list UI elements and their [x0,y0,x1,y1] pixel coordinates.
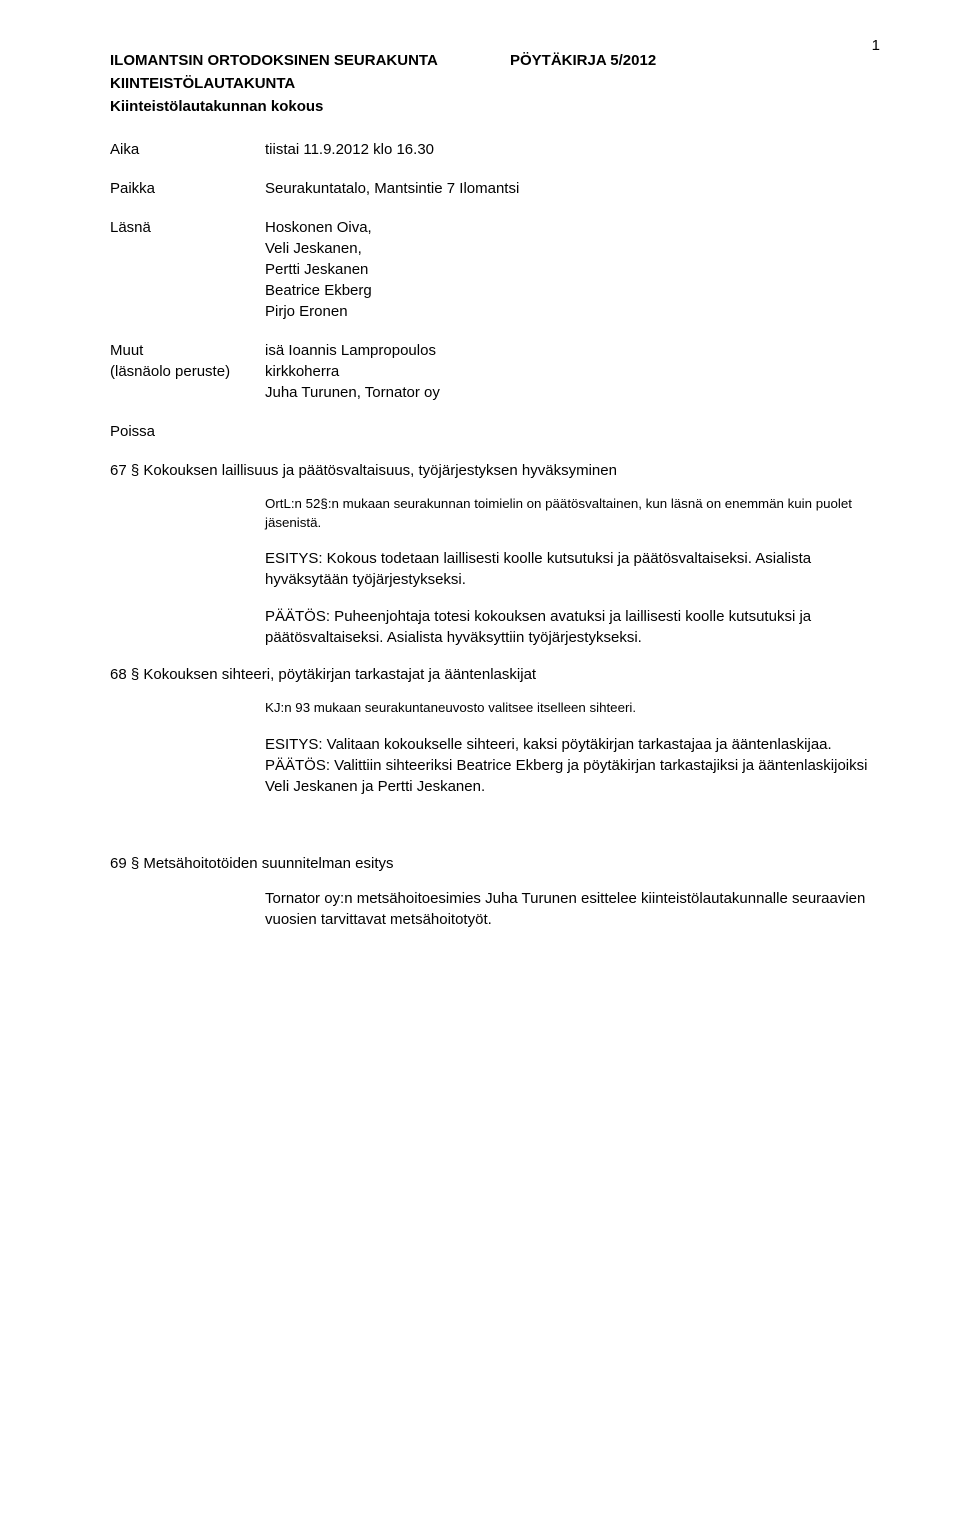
label-muut: Muut (läsnäolo peruste) [110,340,265,403]
value-paikka: Seurakuntatalo, Mantsintie 7 Ilomantsi [265,178,880,199]
label-lasna: Läsnä [110,217,265,322]
muut-v3: Juha Turunen, Tornator oy [265,382,880,403]
spacer [110,813,880,843]
section-67-heading: 67 § Kokouksen laillisuus ja päätösvalta… [110,460,880,481]
muut-v2: kirkkoherra [265,361,880,382]
attendee-name: Beatrice Ekberg [265,280,880,301]
section-69-text: Tornator oy:n metsähoitoesimies Juha Tur… [265,888,880,930]
section-67-paatos: PÄÄTÖS: Puheenjohtaja totesi kokouksen a… [265,606,880,648]
attendee-name: Pertti Jeskanen [265,259,880,280]
attendee-name: Veli Jeskanen, [265,238,880,259]
section-67-note: OrtL:n 52§:n mukaan seurakunnan toimieli… [265,495,880,532]
section-68-esitys: ESITYS: Valitaan kokoukselle sihteeri, k… [265,734,880,755]
section-67-esitys: ESITYS: Kokous todetaan laillisesti kool… [265,548,880,590]
label-muut-line2: (läsnäolo peruste) [110,361,265,382]
header-row-1: ILOMANTSIN ORTODOKSINEN SEURAKUNTA PÖYTÄ… [110,50,880,71]
meeting-title: Kiinteistölautakunnan kokous [110,96,880,117]
muut-v1: isä Ioannis Lampropoulos [265,340,880,361]
protocol-id: PÖYTÄKIRJA 5/2012 [510,50,880,71]
section-69-heading: 69 § Metsähoitotöiden suunnitelman esity… [110,853,880,874]
label-muut-line1: Muut [110,340,265,361]
row-paikka: Paikka Seurakuntatalo, Mantsintie 7 Ilom… [110,178,880,199]
org-name-line2: KIINTEISTÖLAUTAKUNTA [110,73,880,94]
label-poissa: Poissa [110,421,265,442]
section-68-paatos: PÄÄTÖS: Valittiin sihteeriksi Beatrice E… [265,755,880,797]
row-poissa: Poissa [110,421,880,442]
attendee-name: Hoskonen Oiva, [265,217,880,238]
value-lasna: Hoskonen Oiva, Veli Jeskanen, Pertti Jes… [265,217,880,322]
document-page: 1 ILOMANTSIN ORTODOKSINEN SEURAKUNTA PÖY… [0,0,960,1529]
row-aika: Aika tiistai 11.9.2012 klo 16.30 [110,139,880,160]
label-aika: Aika [110,139,265,160]
attendee-name: Pirjo Eronen [265,301,880,322]
section-69-body: Tornator oy:n metsähoitoesimies Juha Tur… [265,888,880,930]
value-poissa [265,421,880,442]
page-number: 1 [872,35,880,56]
section-68-body: KJ:n 93 mukaan seurakuntaneuvosto valits… [265,699,880,797]
section-68-heading: 68 § Kokouksen sihteeri, pöytäkirjan tar… [110,664,880,685]
row-muut: Muut (läsnäolo peruste) isä Ioannis Lamp… [110,340,880,403]
section-68-note: KJ:n 93 mukaan seurakuntaneuvosto valits… [265,699,880,718]
org-name-line1: ILOMANTSIN ORTODOKSINEN SEURAKUNTA [110,50,510,71]
label-paikka: Paikka [110,178,265,199]
section-67-body: OrtL:n 52§:n mukaan seurakunnan toimieli… [265,495,880,648]
value-muut: isä Ioannis Lampropoulos kirkkoherra Juh… [265,340,880,403]
value-aika: tiistai 11.9.2012 klo 16.30 [265,139,880,160]
row-lasna: Läsnä Hoskonen Oiva, Veli Jeskanen, Pert… [110,217,880,322]
